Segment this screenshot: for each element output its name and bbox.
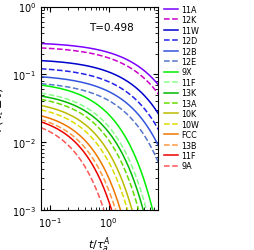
X-axis label: $t/\tau_a^A$: $t/\tau_a^A$ [88,234,110,250]
Text: T=0.498: T=0.498 [88,23,133,33]
Y-axis label: $P(\tau_\ell \geq t)$: $P(\tau_\ell \geq t)$ [0,86,6,131]
Legend: 11A, 12K, 11W, 12D, 12B, 12E, 9X, 11F, 13K, 13A, 10K, 10W, FCC, 13B, 11F, 9A: 11A, 12K, 11W, 12D, 12B, 12E, 9X, 11F, 1… [160,2,202,174]
